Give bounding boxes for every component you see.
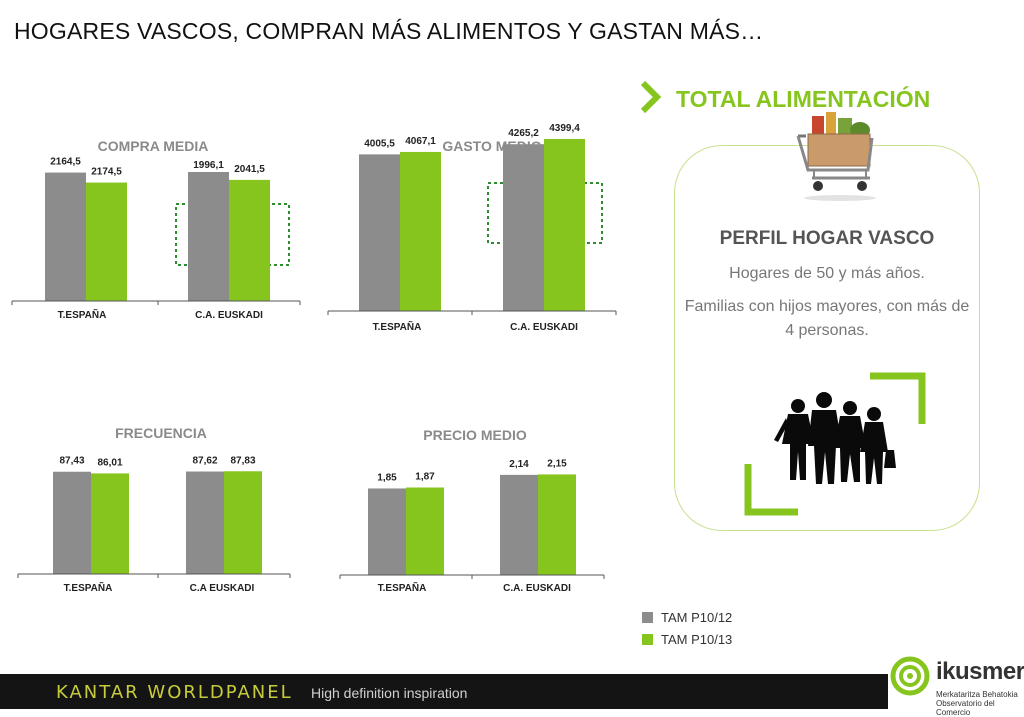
- category-label: C.A. EUSKADI: [503, 583, 571, 594]
- chart-title-precio-medio: PRECIO MEDIO: [423, 427, 527, 443]
- category-label: C.A. EUSKADI: [510, 322, 578, 333]
- page-title: HOGARES VASCOS, COMPRAN MÁS ALIMENTOS Y …: [14, 18, 764, 44]
- legend-label: TAM P10/12: [661, 610, 733, 625]
- profile-line-family: Familias con hijos mayores, con más de 4…: [684, 298, 970, 339]
- bar-charts: 2164,5 2174,5 T.ESPAÑA 1996,1 2041,5 C.A. EUS…: [11, 123, 617, 594]
- ikusmer-logo: ikusmer Merkataritza Behatokia Observato…: [888, 650, 1024, 717]
- category-label: T.ESPAÑA: [64, 581, 113, 594]
- data-label: 87,62: [192, 456, 217, 467]
- data-label: 1,85: [377, 472, 397, 483]
- bar: [400, 151, 441, 311]
- category-label: T.ESPAÑA: [378, 581, 427, 594]
- legend-item-p10-13: TAM P10/13: [642, 632, 732, 647]
- data-label: 87,83: [230, 455, 255, 466]
- family-silhouette-icon: [744, 372, 926, 516]
- ikusmer-logo-name: ikusmer: [936, 658, 1024, 685]
- bar: [45, 172, 86, 301]
- bar: [500, 474, 538, 575]
- profile-line-age: Hogares de 50 y más años.: [729, 265, 925, 282]
- chevron-right-icon: [640, 80, 662, 114]
- category-label: C.A EUSKADI: [190, 583, 255, 594]
- chart-title-frecuencia: FRECUENCIA: [115, 425, 207, 441]
- category-label: T.ESPAÑA: [58, 308, 107, 321]
- bar: [186, 471, 224, 574]
- legend-label: TAM P10/13: [661, 632, 733, 647]
- bar: [544, 138, 585, 311]
- data-label: 4399,4: [549, 123, 580, 134]
- data-label: 2174,5: [91, 167, 122, 178]
- ikusmer-logo-sub2: Observatorio del Comercio: [936, 699, 995, 717]
- data-label: 4265,2: [508, 128, 539, 139]
- data-label: 87,43: [59, 456, 84, 467]
- data-label: 1,87: [415, 472, 435, 483]
- data-label: 1996,1: [193, 160, 224, 171]
- bar: [368, 488, 406, 575]
- bar: [188, 171, 229, 301]
- bar: [86, 182, 127, 301]
- bar: [224, 471, 262, 574]
- legend-swatch-icon: [642, 634, 653, 645]
- bar: [53, 471, 91, 574]
- data-label: 2164,5: [50, 157, 81, 168]
- bar: [406, 487, 444, 575]
- data-label: 2041,5: [234, 164, 265, 175]
- data-label: 4067,1: [405, 136, 436, 147]
- total-alimentacion-title: TOTAL ALIMENTACIÓN: [676, 86, 931, 112]
- legend-swatch-icon: [642, 612, 653, 623]
- profile-title: PERFIL HOGAR VASCO: [719, 228, 935, 249]
- bar: [538, 474, 576, 575]
- bar: [503, 144, 544, 311]
- chart-title-compra-media: COMPRA MEDIA: [97, 138, 209, 154]
- ikusmer-logo-sub1: Merkataritza Behatokia: [936, 690, 1018, 699]
- shopping-cart-icon: [796, 112, 876, 201]
- legend-item-p10-12: TAM P10/12: [642, 610, 732, 625]
- data-label: 4005,5: [364, 138, 395, 149]
- data-label: 2,15: [547, 458, 567, 469]
- ikusmer-logo-icon: [890, 656, 930, 696]
- data-label: 2,14: [509, 459, 529, 470]
- kantar-worldpanel-logo: KANTAR WORLDPANEL: [56, 682, 293, 703]
- category-label: C.A. EUSKADI: [195, 310, 263, 321]
- category-label: T.ESPAÑA: [373, 320, 422, 333]
- bar: [229, 179, 270, 301]
- footer-bar: KANTAR WORLDPANEL High definition inspir…: [0, 674, 888, 709]
- data-label: 86,01: [97, 457, 122, 468]
- bar: [359, 154, 400, 311]
- footer-tagline: High definition inspiration: [311, 685, 468, 701]
- bar: [91, 473, 129, 574]
